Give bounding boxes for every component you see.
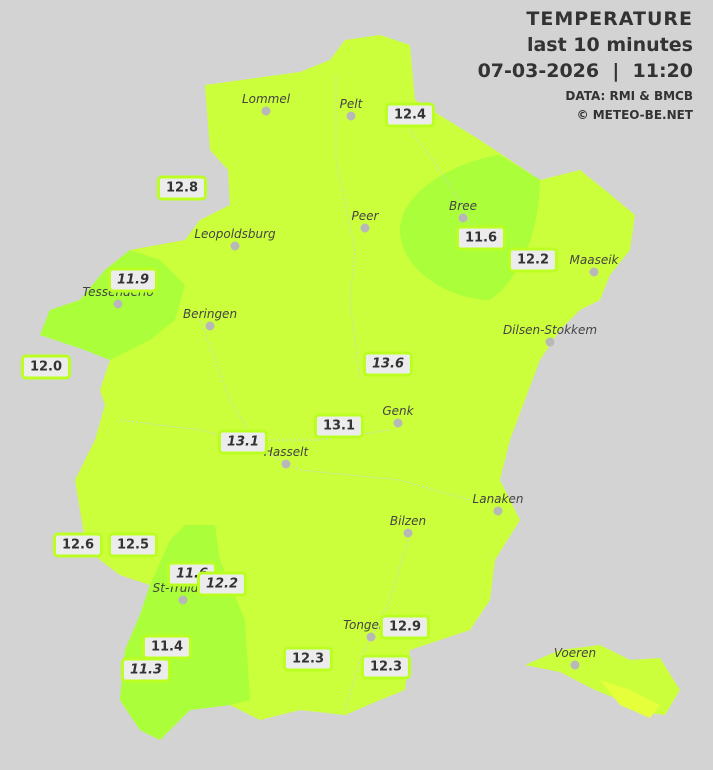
city-dot: [205, 321, 215, 331]
temperature-reading: 13.1: [313, 413, 365, 439]
temperature-reading: 12.0: [20, 354, 72, 380]
city-dot: [545, 337, 555, 347]
temperature-reading: 12.4: [384, 102, 436, 128]
city-label: Leopoldsburg: [194, 227, 276, 241]
city-label: Voeren: [553, 646, 597, 660]
temperature-reading: 11.9: [107, 267, 159, 293]
temperature-reading: 11.4: [141, 634, 193, 660]
city-label: Maaseik: [569, 253, 619, 267]
city-label: Genk: [382, 404, 414, 418]
temperature-reading: 12.3: [360, 654, 412, 680]
map-subtitle: last 10 minutes: [526, 34, 693, 56]
city-dot: [346, 111, 356, 121]
city-label: Bree: [449, 199, 477, 213]
city-label: Bilzen: [389, 514, 427, 528]
temperature-reading: 12.2: [196, 571, 248, 597]
map-title: TEMPERATURE: [526, 8, 693, 30]
city-dot: [366, 632, 376, 642]
temperature-reading: 13.6: [362, 351, 414, 377]
city-dot: [570, 660, 580, 670]
map-datetime: 07-03-2026 | 11:20: [477, 60, 693, 82]
city-label: Pelt: [339, 97, 363, 111]
temperature-reading: 13.1: [217, 429, 269, 455]
city-label: Peer: [351, 209, 379, 223]
city-dot: [589, 267, 599, 277]
city-dot: [458, 213, 468, 223]
temperature-reading: 12.3: [282, 646, 334, 672]
city-dot: [360, 223, 370, 233]
city-label: Lommel: [241, 92, 291, 106]
city-dot: [393, 418, 403, 428]
city-dot: [178, 595, 188, 605]
warm-zone-voeren: [600, 680, 660, 718]
temperature-reading: 12.6: [52, 532, 104, 558]
temperature-reading: 12.9: [379, 614, 431, 640]
city-dot: [403, 528, 413, 538]
city-label: Hasselt: [263, 445, 309, 459]
province-area: [40, 35, 635, 740]
temperature-reading: 11.6: [455, 225, 507, 251]
data-source: DATA: RMI & BMCB: [565, 89, 693, 103]
temperature-reading: 12.2: [507, 247, 559, 273]
city-dot: [261, 106, 271, 116]
city-label: Beringen: [182, 307, 238, 321]
city-dot: [281, 459, 291, 469]
temperature-reading: 12.5: [107, 532, 159, 558]
city-label: Lanaken: [472, 492, 524, 506]
city-label: Dilsen-Stokkem: [502, 323, 598, 337]
city-dot: [113, 299, 123, 309]
temperature-reading: 12.8: [156, 175, 208, 201]
temperature-reading: 11.3: [120, 657, 172, 683]
city-dot: [230, 241, 240, 251]
copyright: © METEO-BE.NET: [576, 108, 693, 122]
city-dot: [493, 506, 503, 516]
